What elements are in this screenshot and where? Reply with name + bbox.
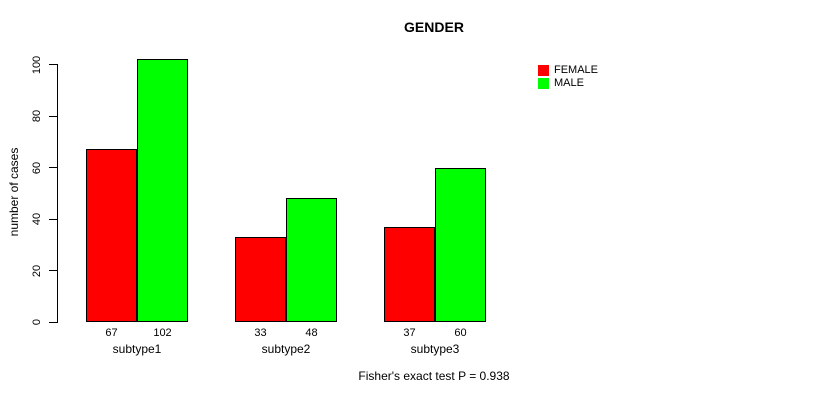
y-tick-label: 100: [31, 55, 43, 74]
legend: FEMALE MALE: [538, 65, 598, 91]
y-tick-mark: [49, 115, 57, 117]
y-tick-mark: [49, 218, 57, 220]
legend-label-female: FEMALE: [554, 64, 599, 76]
y-axis-line: [57, 64, 58, 323]
legend-swatch-female: [538, 65, 549, 76]
bar-female-subtype3: [384, 226, 435, 322]
y-tick-mark: [49, 64, 57, 65]
fisher-test-annotation: Fisher's exact test P = 0.938: [358, 369, 510, 383]
chart-title: GENDER: [404, 19, 464, 35]
y-tick-mark: [49, 321, 57, 323]
bar-value-label-female-subtype1: 67: [105, 327, 118, 339]
y-axis-title: number of cases: [7, 147, 21, 237]
bar-value-label-female-subtype3: 37: [403, 327, 416, 339]
x-category-label-subtype3: subtype3: [410, 342, 460, 356]
y-tick-label: 0: [31, 318, 43, 326]
x-category-label-subtype2: subtype2: [261, 342, 311, 356]
bar-male-subtype3: [435, 167, 486, 322]
bar-female-subtype1: [86, 149, 137, 322]
bar-value-label-male-subtype1: 102: [153, 327, 172, 339]
bar-value-label-male-subtype2: 48: [305, 327, 318, 339]
legend-item-female: FEMALE: [538, 65, 598, 76]
y-tick-label: 40: [31, 212, 43, 226]
y-tick-label: 80: [31, 109, 43, 123]
legend-swatch-male: [538, 78, 549, 89]
bar-value-label-male-subtype3: 60: [454, 327, 467, 339]
x-category-label-subtype1: subtype1: [112, 342, 162, 356]
bar-male-subtype2: [286, 198, 337, 322]
legend-item-male: MALE: [538, 78, 598, 89]
legend-label-male: MALE: [554, 77, 584, 89]
y-tick-label: 20: [31, 264, 43, 277]
y-tick-mark: [49, 270, 57, 271]
bar-male-subtype1: [137, 59, 188, 322]
y-tick-mark: [49, 167, 57, 168]
bar-value-label-female-subtype2: 33: [254, 327, 267, 339]
y-tick-label: 60: [31, 161, 43, 174]
bar-female-subtype2: [235, 237, 286, 322]
